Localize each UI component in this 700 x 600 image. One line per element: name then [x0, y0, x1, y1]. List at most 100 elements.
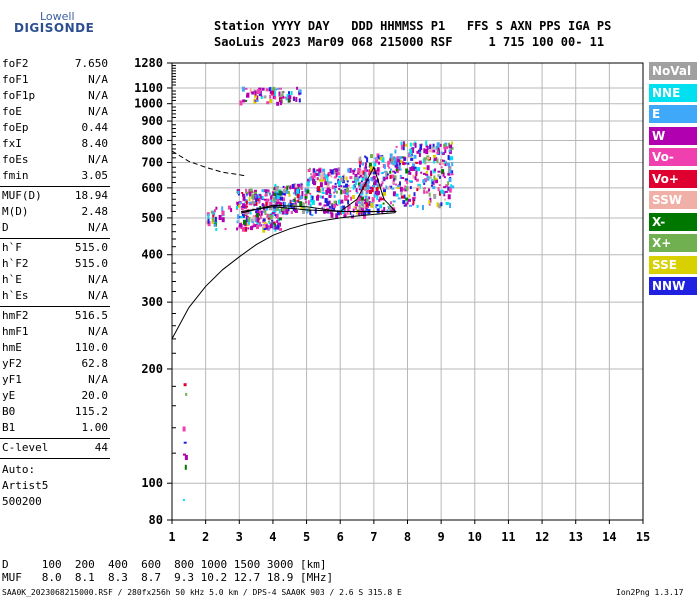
param-c-level: C-level 44: [2, 441, 108, 457]
echo-point: [373, 161, 377, 167]
echo-point: [412, 163, 415, 167]
echo-point: [411, 166, 415, 168]
echo-point: [340, 210, 342, 215]
echo-point: [387, 160, 391, 165]
echo-point: [361, 177, 365, 181]
echo-point: [402, 187, 405, 191]
echo-point: [436, 202, 439, 208]
param-value: N/A: [88, 289, 108, 302]
echo-point: [426, 145, 429, 150]
echo-point: [409, 167, 413, 171]
echo-point: [264, 193, 267, 197]
echo-point: [318, 173, 321, 177]
echo-point: [255, 198, 258, 203]
footer-file-info: SAA0K_2023068215000.RSF / 280fx256h 50 k…: [2, 588, 402, 597]
echo-point: [266, 198, 270, 202]
echo-point: [322, 168, 326, 174]
echo-point: [247, 221, 250, 225]
echo-point: [328, 200, 331, 205]
echo-point: [281, 95, 285, 99]
echo-point: [352, 208, 355, 213]
echo-point: [330, 212, 334, 218]
echo-point: [301, 190, 304, 196]
echo-point: [284, 186, 287, 189]
echo-point: [241, 86, 245, 92]
echo-point: [321, 195, 324, 199]
echo-point: [367, 172, 370, 176]
echo-point: [387, 186, 391, 190]
echo-point: [182, 498, 185, 501]
echo-point: [428, 203, 431, 206]
echo-point: [245, 191, 249, 194]
echo-point: [426, 165, 430, 171]
echo-point: [400, 160, 403, 163]
echo-point: [212, 217, 215, 223]
echo-point: [355, 202, 358, 207]
echo-point: [365, 206, 369, 209]
header-line-1: Station YYYY DAY DDD HHMMSS P1 FFS S AXN…: [214, 19, 612, 33]
echo-point: [338, 188, 341, 191]
echo-point: [255, 201, 258, 206]
echo-point: [357, 201, 361, 204]
param-name: B1: [2, 421, 16, 434]
echo-point: [244, 212, 248, 216]
echo-point: [300, 183, 303, 186]
echo-point: [409, 204, 412, 207]
echo-point: [261, 87, 265, 91]
echo-point: [236, 227, 239, 231]
echo-point: [236, 201, 240, 205]
echo-point: [269, 94, 272, 99]
echo-point: [297, 187, 300, 190]
echo-point: [392, 200, 396, 203]
echo-point: [389, 153, 393, 159]
echo-point: [448, 149, 451, 153]
echo-point: [380, 172, 383, 175]
param-name: MUF(D): [2, 189, 42, 202]
echo-point: [355, 188, 358, 193]
echo-point: [307, 169, 311, 172]
echo-point: [264, 189, 268, 193]
echo-point: [268, 222, 271, 225]
echo-point: [351, 214, 353, 217]
echo-point: [376, 208, 380, 214]
echo-point: [385, 185, 388, 190]
echo-point: [282, 185, 285, 188]
echo-point: [412, 148, 415, 153]
echo-point: [256, 213, 259, 219]
echo-point: [413, 154, 417, 159]
echo-point: [241, 226, 245, 232]
echo-point: [333, 203, 336, 208]
echo-point: [293, 192, 295, 195]
echo-point: [365, 166, 368, 169]
param-value: 515.0: [74, 257, 108, 270]
echo-point: [390, 161, 394, 165]
echo-point: [359, 203, 363, 206]
echo-point: [245, 215, 249, 220]
echo-point: [205, 220, 208, 225]
echo-point: [377, 155, 380, 160]
echo-point: [359, 195, 362, 198]
echo-point: [239, 201, 242, 205]
echo-point: [294, 200, 298, 203]
param-value: 0.44: [81, 121, 109, 134]
echo-point: [391, 174, 395, 179]
echo-point: [331, 204, 335, 210]
echo-point: [299, 197, 303, 200]
y-tick-label: 800: [141, 133, 163, 147]
echo-point: [438, 175, 441, 179]
echo-point: [441, 169, 445, 175]
echo-point: [397, 197, 401, 200]
echo-point: [249, 188, 253, 192]
echo-point: [414, 142, 417, 148]
param-value: N/A: [88, 89, 108, 102]
echo-point: [395, 168, 398, 172]
echo-point: [436, 152, 440, 155]
echo-point: [242, 193, 245, 197]
echo-point: [405, 168, 409, 174]
echo-point: [431, 181, 434, 185]
echo-point: [275, 186, 279, 192]
echo-point: [277, 222, 281, 225]
echo-point: [326, 173, 329, 177]
echo-point: [257, 199, 260, 201]
echo-point: [258, 198, 261, 204]
